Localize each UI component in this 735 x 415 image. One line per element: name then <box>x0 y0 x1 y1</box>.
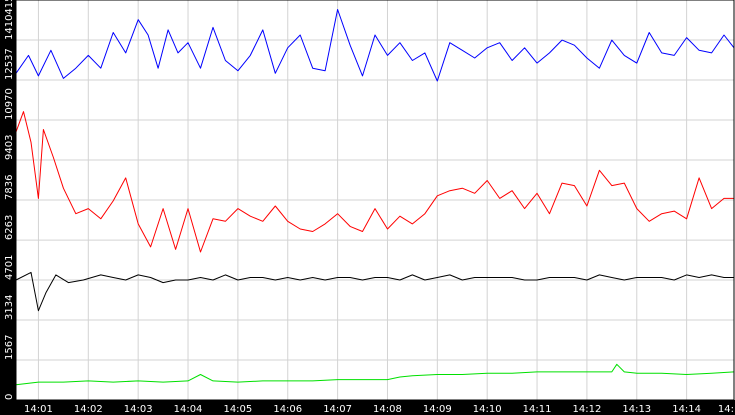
series-line-3 <box>15 271 734 312</box>
y-tick-labels: 0 1567 3134 4701 6263 7836 9403 10970 12537 14104… <box>4 0 15 400</box>
grid-lines <box>16 0 734 401</box>
x-tick-label: 14:12 <box>572 404 601 415</box>
y-tick-label: 3134 <box>4 295 15 320</box>
y-tick-label: 1410415672 <box>4 0 15 40</box>
series-lines <box>15 9 735 386</box>
x-tick-label: 14:03 <box>124 404 153 415</box>
y-tick-label: 7836 <box>4 175 15 200</box>
x-tick-label: 14:02 <box>74 404 103 415</box>
y-tick-label: 4701 <box>4 255 15 280</box>
y-tick-label: 9403 <box>4 135 15 160</box>
x-tick-label: 14:08 <box>373 404 402 415</box>
x-tick-label: 14:14 <box>672 404 701 415</box>
y-tick-label: 6263 <box>4 215 15 240</box>
x-tick-label: 14: <box>718 404 734 415</box>
x-axis-band <box>0 400 735 415</box>
x-tick-label: 14:10 <box>473 404 502 415</box>
series-line-1 <box>15 9 735 82</box>
series-line-4 <box>15 363 735 386</box>
y-tick-label: 10970 <box>4 88 15 120</box>
x-tick-labels: 14:01 14:02 14:03 14:04 14:05 14:06 14:07 14:08… <box>24 404 734 415</box>
x-tick-label: 14:01 <box>24 404 53 415</box>
x-tick-label: 14:11 <box>523 404 552 415</box>
plot-frame <box>15 0 735 401</box>
y-tick-label: 0 <box>4 394 15 400</box>
y-axis-band <box>0 0 16 415</box>
x-tick-label: 14:13 <box>622 404 651 415</box>
x-tick-label: 14:05 <box>223 404 252 415</box>
x-tick-label: 14:07 <box>323 404 352 415</box>
series-line-2 <box>15 111 734 253</box>
y-tick-label: 12537 <box>4 48 15 80</box>
y-tick-label: 1567 <box>4 335 15 360</box>
x-tick-label: 14:06 <box>273 404 302 415</box>
x-tick-label: 14:09 <box>423 404 452 415</box>
x-tick-label: 14:04 <box>174 404 203 415</box>
